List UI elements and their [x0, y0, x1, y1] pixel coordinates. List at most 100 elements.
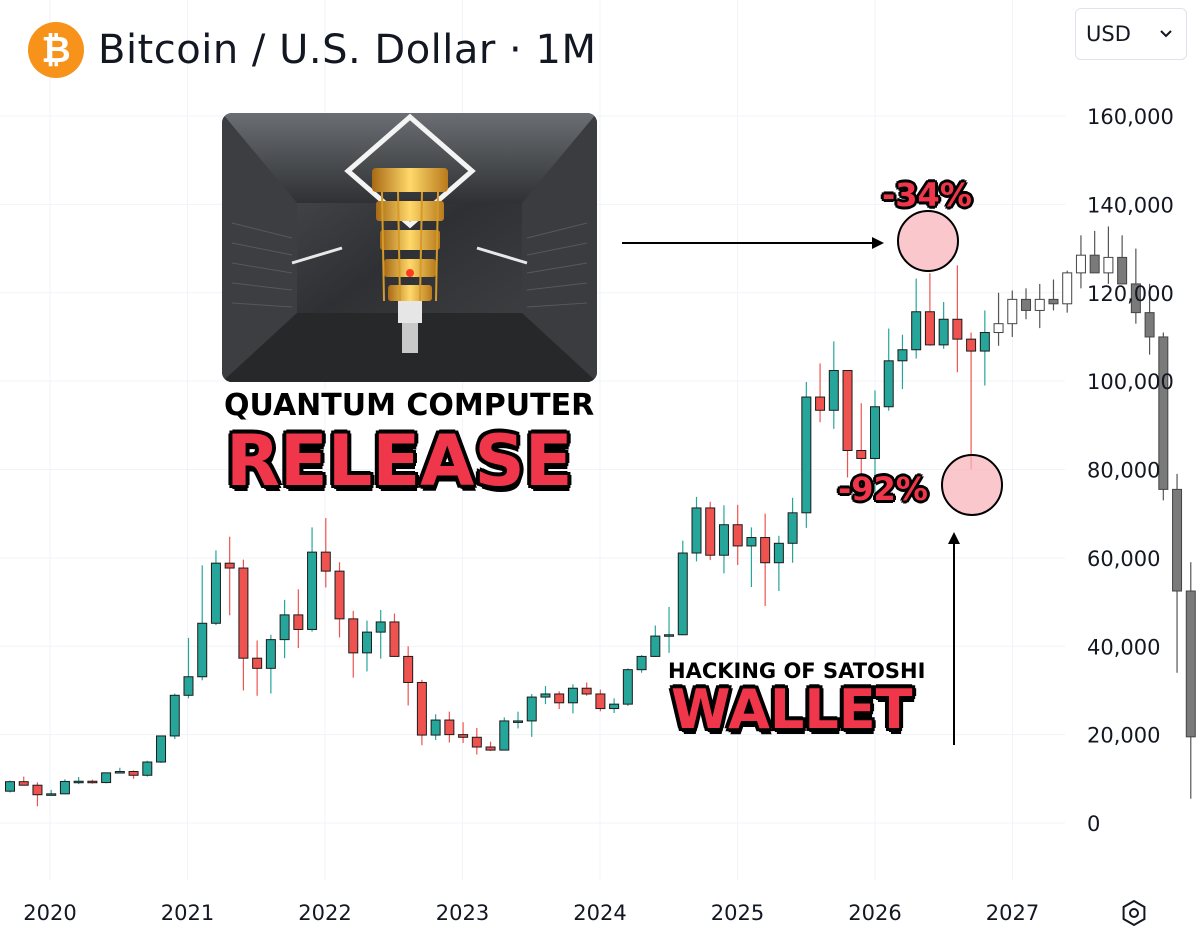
time-axis[interactable]: 2020 2021 2022 2023 2024 2025 2026 2027	[23, 901, 1039, 925]
candle-body	[677, 552, 688, 636]
candle	[1185, 562, 1196, 799]
currency-select[interactable]: USD	[1075, 8, 1187, 60]
candle-body	[458, 734, 469, 738]
candle	[128, 770, 139, 779]
candle-body	[46, 793, 57, 796]
candle-body	[650, 635, 661, 657]
candle	[238, 559, 249, 691]
candle	[513, 711, 524, 729]
candle-body	[499, 720, 510, 751]
candle	[773, 535, 784, 592]
x-tick-label: 2021	[161, 901, 214, 925]
bitcoin-icon: ₿	[28, 22, 84, 78]
candle	[114, 767, 125, 774]
candle	[966, 332, 977, 470]
candle-body	[73, 780, 84, 784]
candle	[801, 382, 812, 528]
candle-body	[279, 614, 290, 641]
candle-body	[513, 720, 524, 723]
candle	[581, 682, 592, 696]
candle	[101, 772, 112, 784]
candle	[471, 727, 482, 755]
candle-body	[1144, 312, 1155, 338]
candle	[197, 565, 208, 681]
chevron-down-icon	[1160, 26, 1172, 42]
y-tick-label: 80,000	[1087, 459, 1160, 483]
crash-circle	[941, 454, 1003, 516]
candle	[938, 302, 949, 349]
candle-body	[1185, 590, 1196, 738]
candle-body	[403, 655, 414, 683]
candle-body	[307, 551, 318, 630]
y-tick-label: 160,000	[1087, 105, 1174, 129]
candle	[224, 536, 235, 616]
candle	[156, 735, 167, 763]
candle-body	[801, 396, 812, 514]
candle	[1144, 283, 1155, 355]
candle-body	[1048, 298, 1059, 305]
candle-body	[1130, 283, 1141, 314]
candle-body	[1103, 256, 1114, 274]
candle	[458, 722, 469, 744]
candle	[361, 620, 372, 672]
candle	[979, 310, 990, 386]
candle-body	[87, 780, 98, 784]
candle-body	[554, 693, 565, 704]
candle	[540, 686, 551, 705]
candle-body	[5, 781, 15, 792]
candle-body	[979, 332, 990, 352]
candle	[87, 779, 98, 784]
candle	[46, 789, 57, 796]
candle-body	[883, 360, 894, 408]
candle	[5, 780, 15, 793]
candle-body	[567, 687, 578, 704]
candle	[952, 265, 963, 373]
candle	[265, 634, 276, 694]
candle	[567, 684, 578, 714]
candle	[883, 328, 894, 411]
candle	[430, 714, 441, 740]
candle	[389, 613, 400, 657]
candle-body	[952, 318, 963, 340]
caption-release: RELEASE	[226, 420, 573, 502]
candle-body	[581, 687, 592, 695]
release-arrow-head	[872, 237, 884, 249]
x-tick-label: 2025	[711, 901, 764, 925]
candle-body	[183, 676, 194, 696]
candle-body	[760, 537, 771, 564]
caption-quantum-computer: QUANTUM COMPUTER	[223, 388, 595, 424]
candle	[609, 698, 620, 713]
candle-body	[911, 311, 922, 351]
candle	[554, 691, 565, 709]
candle-body	[1062, 272, 1073, 305]
candle	[815, 363, 826, 423]
candle-body	[101, 772, 112, 784]
candle	[677, 540, 688, 636]
candle	[691, 496, 702, 562]
candle-body	[293, 614, 304, 630]
candle-body	[691, 507, 702, 554]
candle-body	[924, 311, 935, 346]
candle-body	[59, 780, 70, 795]
candle	[18, 776, 29, 786]
candle	[526, 693, 537, 737]
candle	[856, 403, 867, 485]
candle-body	[828, 370, 839, 411]
x-tick-label: 2027	[986, 901, 1039, 925]
y-tick-label: 20,000	[1087, 724, 1160, 748]
candle	[705, 501, 716, 561]
candle-body	[622, 669, 633, 705]
x-tick-label: 2023	[436, 901, 489, 925]
settings-icon[interactable]	[1117, 896, 1151, 930]
candle	[746, 527, 757, 588]
candle-body	[320, 551, 331, 572]
price-axis[interactable]: 0 20,000 40,000 60,000 80,000 100,000 120,000 1…	[1087, 105, 1174, 836]
candle	[1021, 288, 1032, 320]
y-tick-label: 0	[1087, 812, 1100, 836]
annotation-overlays	[622, 210, 1003, 745]
candle-body	[1034, 298, 1045, 311]
candle-body	[485, 746, 496, 751]
candle-body	[334, 570, 345, 620]
quantum-computer-photo	[222, 113, 597, 382]
